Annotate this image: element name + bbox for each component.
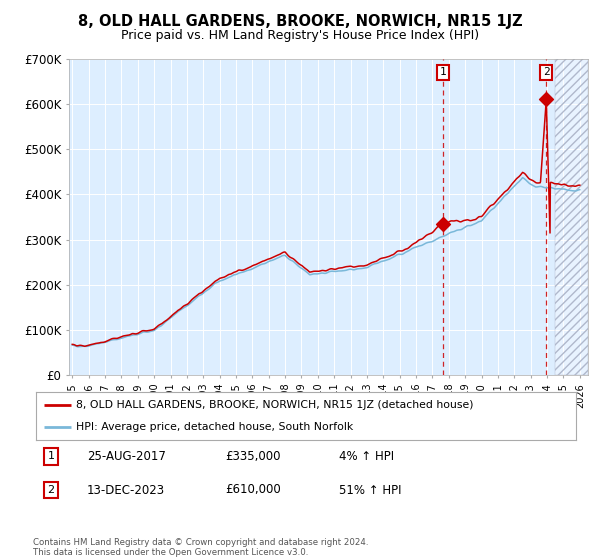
Text: 1: 1 <box>440 67 446 77</box>
Text: 8, OLD HALL GARDENS, BROOKE, NORWICH, NR15 1JZ (detached house): 8, OLD HALL GARDENS, BROOKE, NORWICH, NR… <box>77 400 474 410</box>
Text: 51% ↑ HPI: 51% ↑ HPI <box>339 483 401 497</box>
Text: £610,000: £610,000 <box>225 483 281 497</box>
Text: Contains HM Land Registry data © Crown copyright and database right 2024.
This d: Contains HM Land Registry data © Crown c… <box>33 538 368 557</box>
Text: 25-AUG-2017: 25-AUG-2017 <box>87 450 166 463</box>
Text: 1: 1 <box>47 451 55 461</box>
Text: 8, OLD HALL GARDENS, BROOKE, NORWICH, NR15 1JZ: 8, OLD HALL GARDENS, BROOKE, NORWICH, NR… <box>77 14 523 29</box>
Text: HPI: Average price, detached house, South Norfolk: HPI: Average price, detached house, Sout… <box>77 422 354 432</box>
Text: 2: 2 <box>47 485 55 495</box>
Point <box>541 95 551 104</box>
Text: Price paid vs. HM Land Registry's House Price Index (HPI): Price paid vs. HM Land Registry's House … <box>121 29 479 42</box>
Text: £335,000: £335,000 <box>225 450 281 463</box>
Text: 2: 2 <box>543 67 550 77</box>
Text: 4% ↑ HPI: 4% ↑ HPI <box>339 450 394 463</box>
Point <box>439 220 448 228</box>
Text: 13-DEC-2023: 13-DEC-2023 <box>87 483 165 497</box>
